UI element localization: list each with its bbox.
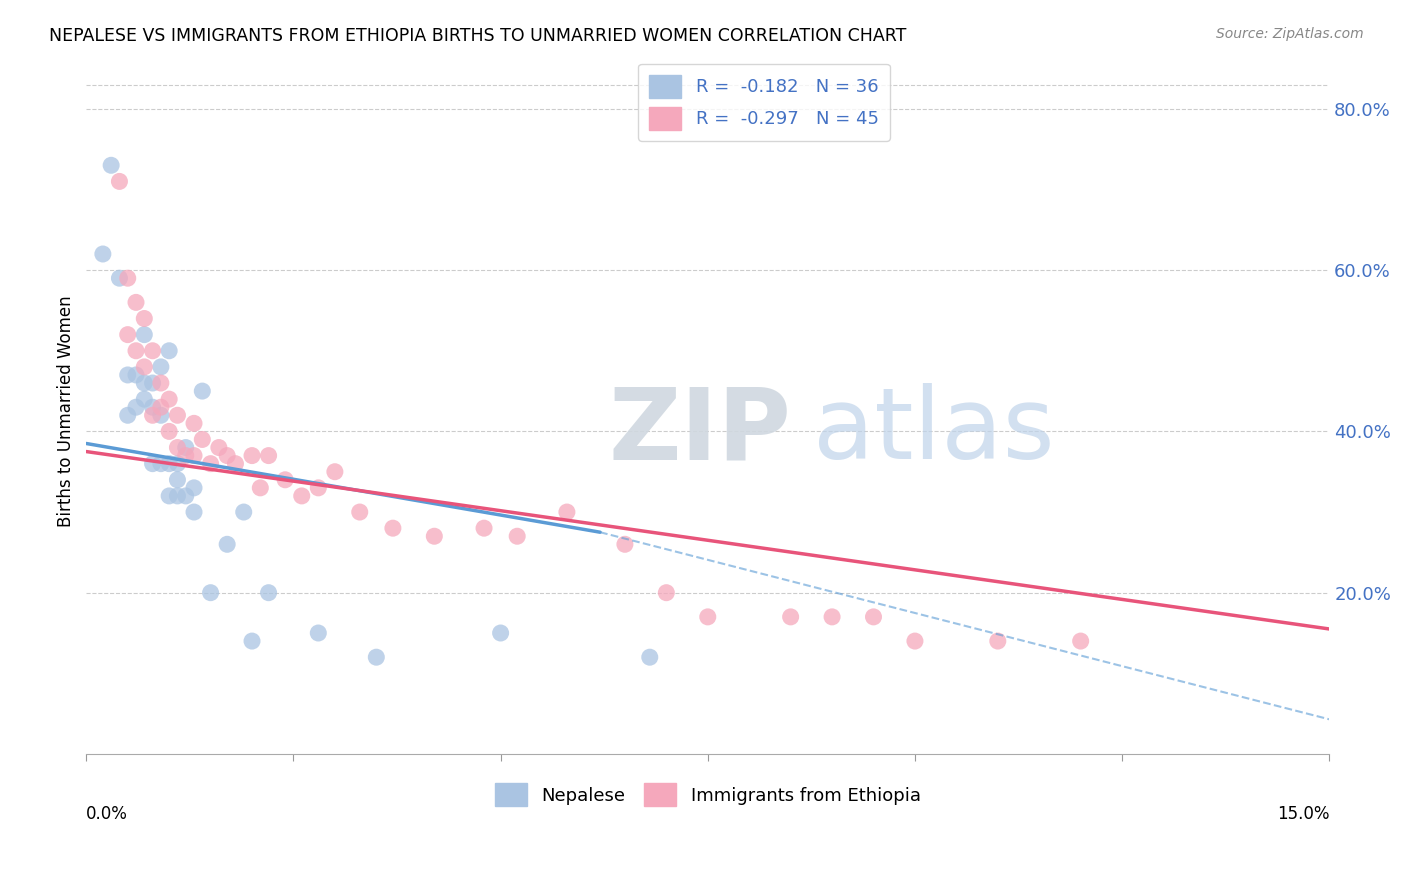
- Point: [191, 433, 214, 447]
- Point: [108, 271, 131, 285]
- Point: [307, 626, 329, 640]
- Legend: Nepalese, Immigrants from Ethiopia: Nepalese, Immigrants from Ethiopia: [488, 776, 928, 814]
- Point: [655, 585, 678, 599]
- Point: [249, 481, 271, 495]
- Point: [125, 368, 148, 382]
- Point: [157, 489, 180, 503]
- Point: [862, 610, 884, 624]
- Point: [100, 158, 122, 172]
- Point: [240, 634, 263, 648]
- Point: [217, 537, 239, 551]
- Point: [166, 489, 188, 503]
- Point: [166, 409, 188, 423]
- Point: [108, 174, 131, 188]
- Point: [779, 610, 801, 624]
- Point: [157, 392, 180, 406]
- Point: [142, 409, 165, 423]
- Point: [174, 441, 197, 455]
- Point: [232, 505, 254, 519]
- Point: [217, 449, 239, 463]
- Point: [117, 368, 139, 382]
- Point: [125, 295, 148, 310]
- Point: [117, 271, 139, 285]
- Point: [307, 481, 329, 495]
- Point: [208, 441, 231, 455]
- Point: [157, 343, 180, 358]
- Text: NEPALESE VS IMMIGRANTS FROM ETHIOPIA BIRTHS TO UNMARRIED WOMEN CORRELATION CHART: NEPALESE VS IMMIGRANTS FROM ETHIOPIA BIR…: [49, 27, 907, 45]
- Point: [191, 384, 214, 398]
- Point: [142, 401, 165, 415]
- Point: [472, 521, 495, 535]
- Point: [166, 457, 188, 471]
- Point: [506, 529, 529, 543]
- Point: [257, 449, 280, 463]
- Point: [240, 449, 263, 463]
- Point: [166, 473, 188, 487]
- Point: [904, 634, 927, 648]
- Point: [91, 247, 114, 261]
- Point: [381, 521, 404, 535]
- Point: [696, 610, 718, 624]
- Point: [142, 343, 165, 358]
- Point: [274, 473, 297, 487]
- Point: [183, 417, 205, 431]
- Point: [489, 626, 512, 640]
- Point: [183, 505, 205, 519]
- Point: [1070, 634, 1092, 648]
- Point: [613, 537, 636, 551]
- Point: [638, 650, 661, 665]
- Point: [423, 529, 446, 543]
- Point: [134, 311, 156, 326]
- Point: [200, 457, 222, 471]
- Point: [134, 392, 156, 406]
- Point: [134, 359, 156, 374]
- Point: [174, 489, 197, 503]
- Point: [149, 457, 172, 471]
- Point: [117, 409, 139, 423]
- Point: [166, 441, 188, 455]
- Point: [366, 650, 388, 665]
- Point: [125, 401, 148, 415]
- Point: [987, 634, 1010, 648]
- Point: [183, 449, 205, 463]
- Point: [323, 465, 346, 479]
- Point: [149, 401, 172, 415]
- Point: [291, 489, 314, 503]
- Point: [555, 505, 578, 519]
- Point: [149, 376, 172, 390]
- Point: [134, 327, 156, 342]
- Point: [142, 376, 165, 390]
- Text: Source: ZipAtlas.com: Source: ZipAtlas.com: [1216, 27, 1364, 41]
- Text: 15.0%: 15.0%: [1277, 805, 1329, 823]
- Point: [349, 505, 371, 519]
- Y-axis label: Births to Unmarried Women: Births to Unmarried Women: [58, 295, 75, 527]
- Point: [200, 585, 222, 599]
- Point: [174, 449, 197, 463]
- Point: [134, 376, 156, 390]
- Text: atlas: atlas: [814, 384, 1054, 480]
- Text: ZIP: ZIP: [609, 384, 792, 480]
- Point: [157, 425, 180, 439]
- Point: [257, 585, 280, 599]
- Point: [117, 327, 139, 342]
- Point: [142, 457, 165, 471]
- Text: 0.0%: 0.0%: [86, 805, 128, 823]
- Point: [157, 457, 180, 471]
- Point: [224, 457, 246, 471]
- Point: [821, 610, 844, 624]
- Point: [125, 343, 148, 358]
- Point: [183, 481, 205, 495]
- Point: [149, 359, 172, 374]
- Point: [149, 409, 172, 423]
